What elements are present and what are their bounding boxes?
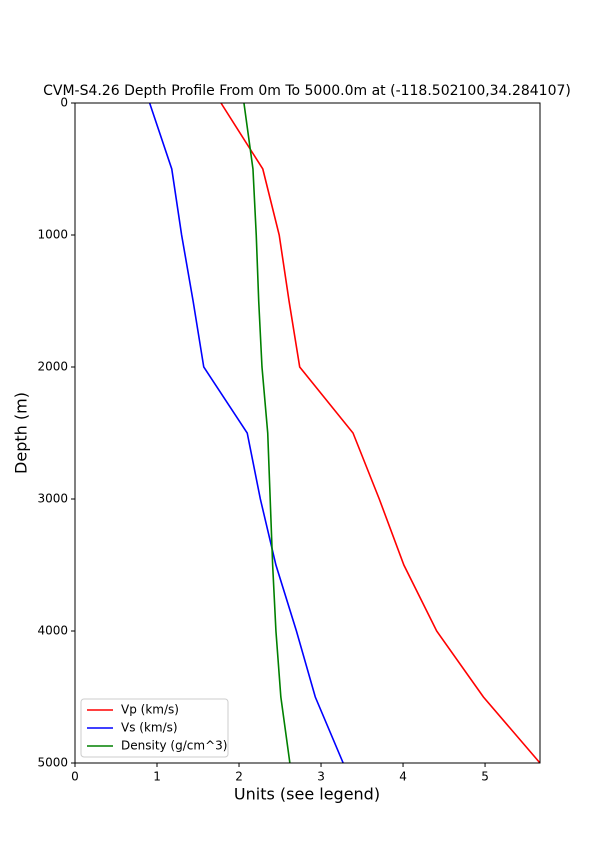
y-tick-label: 0 <box>60 96 68 110</box>
series-line <box>243 102 291 764</box>
legend-label: Vp (km/s) <box>121 703 179 717</box>
plot-frame <box>74 102 541 764</box>
x-axis-label: Units (see legend) <box>234 785 380 804</box>
y-tick-label: 5000 <box>37 756 68 770</box>
y-tick-label: 1000 <box>37 228 68 242</box>
legend-box <box>80 698 229 758</box>
chart-title: CVM-S4.26 Depth Profile From 0m To 5000.… <box>43 83 571 99</box>
legend-label: Vs (km/s) <box>121 721 178 735</box>
y-tick-label: 4000 <box>37 624 68 638</box>
x-tick-label: 3 <box>317 770 325 784</box>
series-line <box>220 102 541 764</box>
x-tick-label: 0 <box>71 770 79 784</box>
x-tick-label: 5 <box>481 770 489 784</box>
x-tick-label: 4 <box>399 770 407 784</box>
y-tick-label: 2000 <box>37 360 68 374</box>
y-tick-label: 3000 <box>37 492 68 506</box>
legend-label: Density (g/cm^3) <box>121 739 227 753</box>
x-tick-label: 1 <box>153 770 161 784</box>
x-tick-label: 2 <box>235 770 243 784</box>
y-axis-label: Depth (m) <box>12 392 31 474</box>
series-line <box>148 102 344 764</box>
